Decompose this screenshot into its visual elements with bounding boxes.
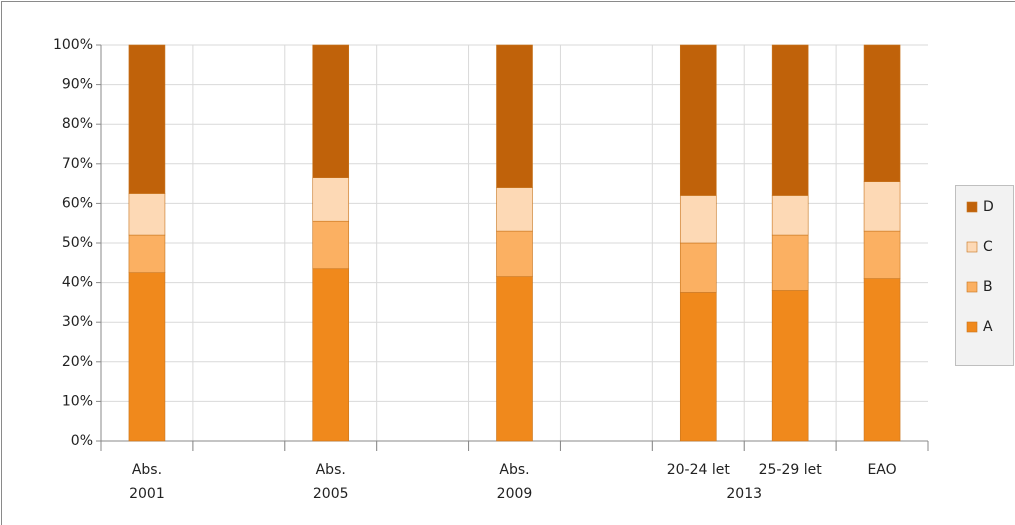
bar-segment <box>496 230 533 277</box>
bar-segment <box>496 276 533 442</box>
bar-segment <box>312 220 350 270</box>
x-tick-label: EAO <box>867 462 896 478</box>
y-tick-label: 80% <box>62 116 93 132</box>
bar-segment <box>863 181 901 232</box>
bar-segment <box>128 234 166 274</box>
bar-segment <box>771 44 809 196</box>
bar-segment <box>863 230 901 279</box>
legend-swatch <box>966 241 978 253</box>
bar-segment <box>312 268 350 442</box>
bar-segment <box>496 44 533 188</box>
y-tick-label: 30% <box>62 314 93 330</box>
bar-segment <box>679 242 717 293</box>
x-tick-label: Abs. <box>316 462 346 478</box>
y-tick-label: 90% <box>62 77 93 93</box>
bar-segment <box>128 193 166 236</box>
bar-segment <box>128 44 166 194</box>
bar-segment <box>679 292 717 442</box>
y-tick-label: 70% <box>62 156 93 172</box>
legend-swatch <box>966 321 978 333</box>
x-group-label: 2005 <box>313 486 349 502</box>
y-tick-label: 10% <box>62 393 93 409</box>
x-tick-label: Abs. <box>132 462 162 478</box>
y-tick-label: 20% <box>62 354 93 370</box>
bar-segment <box>128 272 166 442</box>
bar-segment <box>679 44 717 196</box>
x-tick-label: 25-29 let <box>759 462 823 478</box>
bar-segment <box>679 195 717 244</box>
legend-swatch <box>966 201 978 213</box>
y-tick-label: 40% <box>62 275 93 291</box>
legend-label: B <box>983 279 993 295</box>
bar-segment <box>312 44 350 178</box>
y-tick-label: 0% <box>71 433 93 449</box>
y-tick-label: 50% <box>62 235 93 251</box>
bar-segment <box>771 290 809 442</box>
legend-box <box>955 185 1014 366</box>
y-tick-label: 60% <box>62 195 93 211</box>
legend-swatch <box>966 281 978 293</box>
x-group-label: 2013 <box>726 486 762 502</box>
legend-label: C <box>983 239 993 255</box>
x-tick-label: Abs. <box>499 462 529 478</box>
legend-label: D <box>983 199 994 215</box>
y-tick-label: 100% <box>53 37 93 53</box>
x-group-label: 2001 <box>129 486 165 502</box>
bar-segment <box>771 234 809 291</box>
bar-segment <box>496 187 533 232</box>
bar-segment <box>312 177 350 222</box>
x-tick-label: 20-24 let <box>667 462 731 478</box>
x-group-label: 2009 <box>497 486 533 502</box>
legend-label: A <box>983 319 993 335</box>
bar-segment <box>863 278 901 442</box>
bar-segment <box>863 44 901 182</box>
bar-segment <box>771 195 809 236</box>
